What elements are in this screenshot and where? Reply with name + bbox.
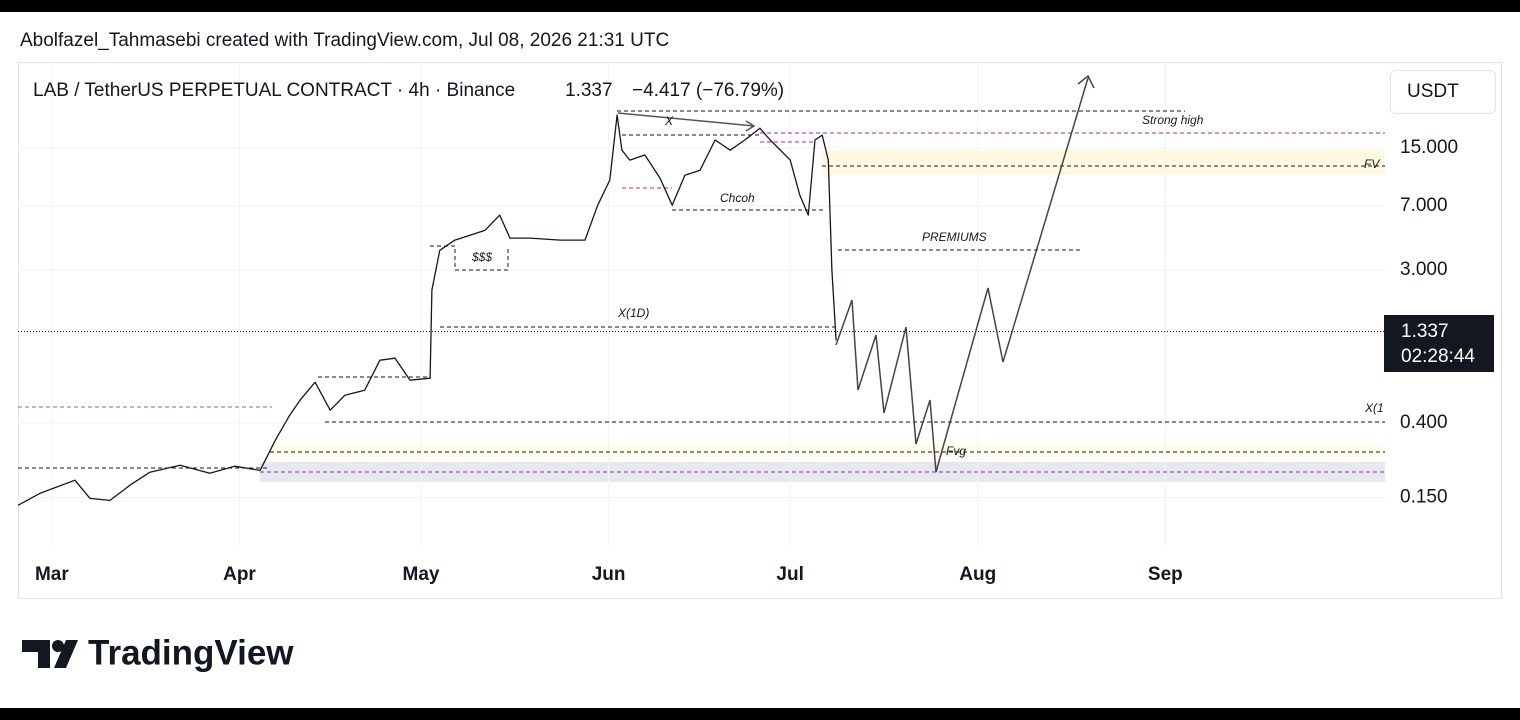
annotation: Chcoh — [720, 191, 755, 205]
x-tick-label: Apr — [223, 564, 256, 585]
annotation: X(1 — [1364, 401, 1384, 415]
price-tag — [1384, 315, 1494, 372]
grid — [18, 62, 1385, 545]
x-tick-label: May — [403, 564, 440, 585]
y-tick-label: 3.000 — [1400, 259, 1448, 280]
header: Abolfazel_Tahmasebi created with Trading… — [20, 30, 669, 51]
x-tick-label: Jul — [776, 564, 803, 585]
y-tick-label: 0.400 — [1400, 412, 1448, 433]
countdown: 02:28:44 — [1401, 346, 1475, 367]
brand: TradingView — [88, 633, 294, 672]
last-price: 1.337 — [565, 80, 613, 101]
annotation: PREMIUMS — [922, 230, 987, 244]
zones — [260, 150, 1385, 482]
bottom-bar — [0, 708, 1520, 720]
x-tick-label: Jun — [592, 564, 626, 585]
logo-mark — [52, 640, 64, 652]
change: −4.417 (−76.79%) — [632, 80, 784, 101]
annotation: FV — [1364, 157, 1380, 171]
currency-button[interactable] — [1390, 70, 1496, 114]
projection-path — [835, 77, 1089, 473]
y-tick-label: 15.000 — [1400, 137, 1458, 158]
logo-mark — [54, 640, 78, 668]
fvg-zone — [270, 445, 1385, 457]
series — [17, 114, 837, 506]
annotation: Strong high — [1142, 113, 1204, 127]
top-bar — [0, 0, 1520, 12]
chart-frame — [18, 62, 1502, 599]
drawings: Strong high FV X Chcoh PREMIUMS $$$ X(1D… — [18, 74, 1385, 473]
projection-arrow-head — [1077, 74, 1095, 89]
x-tick-label: Mar — [35, 564, 69, 585]
annotation: Fvg — [946, 444, 966, 458]
chart-title: LAB / TetherUS PERPETUAL CONTRACT · 4h ·… — [33, 80, 515, 101]
logo: TradingView — [22, 633, 294, 672]
logo-mark — [22, 640, 50, 668]
fv-zone — [822, 150, 1385, 175]
annotation: $$$ — [471, 250, 492, 264]
price-line — [17, 114, 837, 506]
annotation: X — [664, 114, 674, 128]
arrow-head — [745, 120, 756, 132]
annotation: X(1D) — [617, 306, 649, 320]
y-tick-label: 0.150 — [1400, 486, 1448, 507]
x-tick-label: Sep — [1148, 564, 1183, 585]
price-tag-value: 1.337 — [1401, 321, 1449, 342]
x-tick-label: Aug — [959, 564, 996, 585]
arrow — [617, 112, 755, 127]
y-tick-label: 7.000 — [1400, 195, 1448, 216]
currency[interactable]: USDT — [1407, 81, 1459, 102]
